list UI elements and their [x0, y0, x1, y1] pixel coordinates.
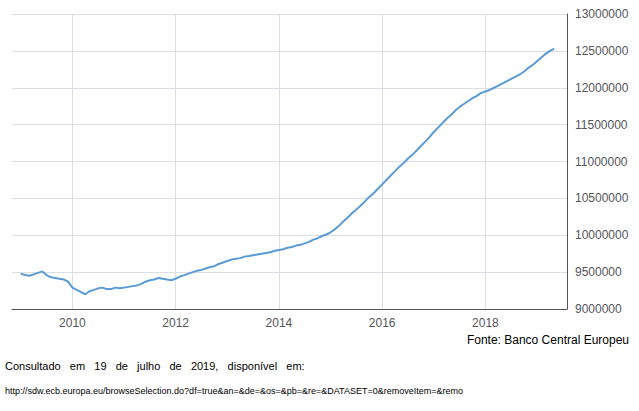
svg-text:Fonte: Banco Central Europeu: Fonte: Banco Central Europeu — [467, 333, 629, 347]
svg-text:9500000: 9500000 — [575, 265, 622, 279]
svg-text:2014: 2014 — [266, 316, 293, 330]
svg-text:2016: 2016 — [369, 316, 396, 330]
svg-text:12500000: 12500000 — [575, 44, 629, 58]
svg-text:10500000: 10500000 — [575, 191, 629, 205]
svg-text:13000000: 13000000 — [575, 7, 629, 21]
svg-text:2012: 2012 — [162, 316, 189, 330]
svg-text:10000000: 10000000 — [575, 228, 629, 242]
svg-text:2018: 2018 — [472, 316, 499, 330]
svg-text:12000000: 12000000 — [575, 81, 629, 95]
svg-text:11500000: 11500000 — [575, 118, 628, 132]
svg-text:11000000: 11000000 — [575, 155, 628, 169]
svg-text:http://sdw.ecb.europa.eu/brows: http://sdw.ecb.europa.eu/browseSelection… — [5, 386, 463, 396]
svg-text:Consultado em 19 de ju: Consultado em 19 de julho de 2019, dispo… — [5, 360, 305, 372]
svg-text:9000000: 9000000 — [575, 302, 622, 316]
svg-text:2010: 2010 — [59, 316, 86, 330]
